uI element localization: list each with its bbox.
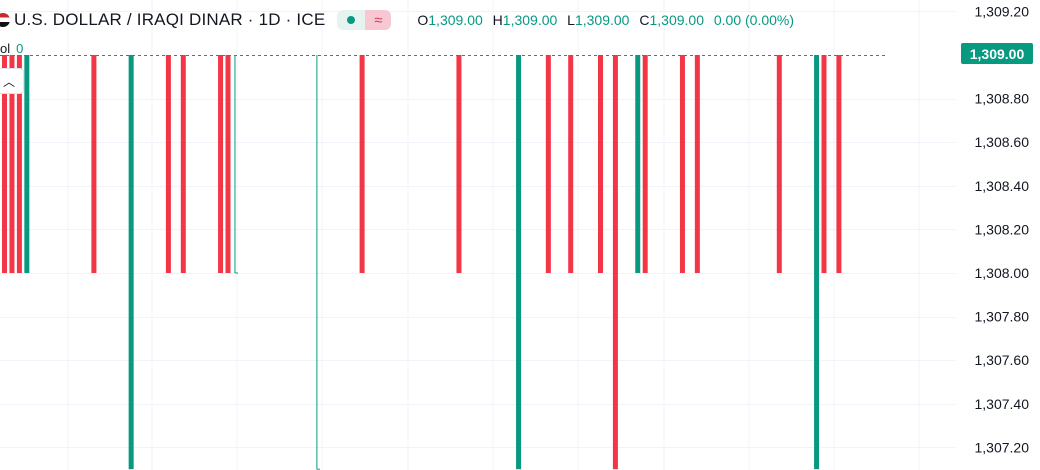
change-value: 0.00 (0.00%) — [713, 12, 795, 28]
price-bar — [2, 55, 7, 273]
price-bar — [642, 55, 648, 273]
price-bar — [776, 55, 782, 273]
price-bar — [545, 55, 551, 273]
price-bar — [359, 55, 365, 273]
price-bar — [165, 55, 171, 273]
y-tick-label: 1,308.60 — [975, 134, 1030, 150]
volume-legend: ol 0 — [0, 41, 23, 56]
y-tick-label: 1,307.60 — [975, 352, 1030, 368]
y-tick-label: 1,308.80 — [975, 91, 1030, 107]
price-bar — [91, 55, 97, 273]
symbol-legend: U.S. DOLLAR / IRAQI DINAR · 1D · ICE ≈ O… — [0, 8, 800, 32]
price-bar — [218, 55, 224, 273]
price-bar — [598, 55, 603, 273]
price-bar — [836, 55, 842, 273]
price-bar — [180, 55, 186, 273]
collapse-legend-button[interactable]: ︿ — [0, 68, 24, 94]
price-bar — [814, 55, 820, 470]
price-bar — [612, 55, 618, 470]
price-axis[interactable]: 1,309.20 1,308.80 1,308.60 1,308.40 1,308.20… — [955, 0, 1040, 470]
price-bar — [16, 55, 22, 273]
high-value: 1,309.00 — [502, 12, 558, 28]
low-key: L — [567, 12, 575, 28]
close-value: 1,309.00 — [649, 12, 704, 28]
y-tick-label: 1,308.40 — [975, 178, 1030, 194]
price-bar — [568, 55, 574, 273]
status-dot-icon — [347, 16, 356, 24]
price-bar — [24, 55, 30, 273]
price-axis-background — [955, 0, 1040, 470]
y-tick-label: 1,309.20 — [975, 3, 1030, 19]
price-bar — [225, 55, 231, 273]
chevron-up-icon: ︿ — [2, 74, 15, 89]
price-bar — [456, 55, 462, 273]
ohlc-values: O1,309.00 H1,309.00 L1,309.00 C1,309.00 … — [417, 12, 800, 28]
low-value: 1,309.00 — [574, 12, 630, 28]
price-bar — [128, 55, 134, 470]
symbol-title[interactable]: U.S. DOLLAR / IRAQI DINAR · 1D · ICE — [14, 10, 326, 29]
open-value: 1,309.00 — [428, 12, 483, 28]
status-pill[interactable]: ≈ — [337, 10, 392, 30]
price-bar — [635, 55, 641, 273]
open-key: O — [417, 12, 429, 28]
y-tick-label: 1,307.40 — [975, 396, 1030, 412]
y-tick-label: 1,307.80 — [975, 309, 1030, 325]
data-delay-indicator[interactable]: ≈ — [365, 10, 392, 30]
y-tick-label: 1,307.20 — [975, 439, 1030, 455]
y-tick-label: 1,308.00 — [975, 265, 1030, 281]
volume-value: 0 — [16, 41, 24, 56]
current-price-tag: 1,309.00 — [961, 43, 1033, 64]
chart-grid — [0, 0, 955, 470]
price-bar — [821, 55, 827, 273]
volume-label: ol — [0, 41, 11, 56]
price-bar — [9, 55, 15, 273]
price-bar — [694, 55, 700, 273]
chart-bars — [0, 55, 885, 470]
flag-icon — [0, 13, 10, 27]
price-bar — [516, 55, 522, 470]
market-open-indicator[interactable] — [337, 10, 366, 30]
close-key: C — [639, 12, 650, 28]
high-key: H — [492, 12, 503, 28]
y-tick-label: 1,308.20 — [975, 221, 1030, 237]
price-bar — [679, 55, 685, 273]
